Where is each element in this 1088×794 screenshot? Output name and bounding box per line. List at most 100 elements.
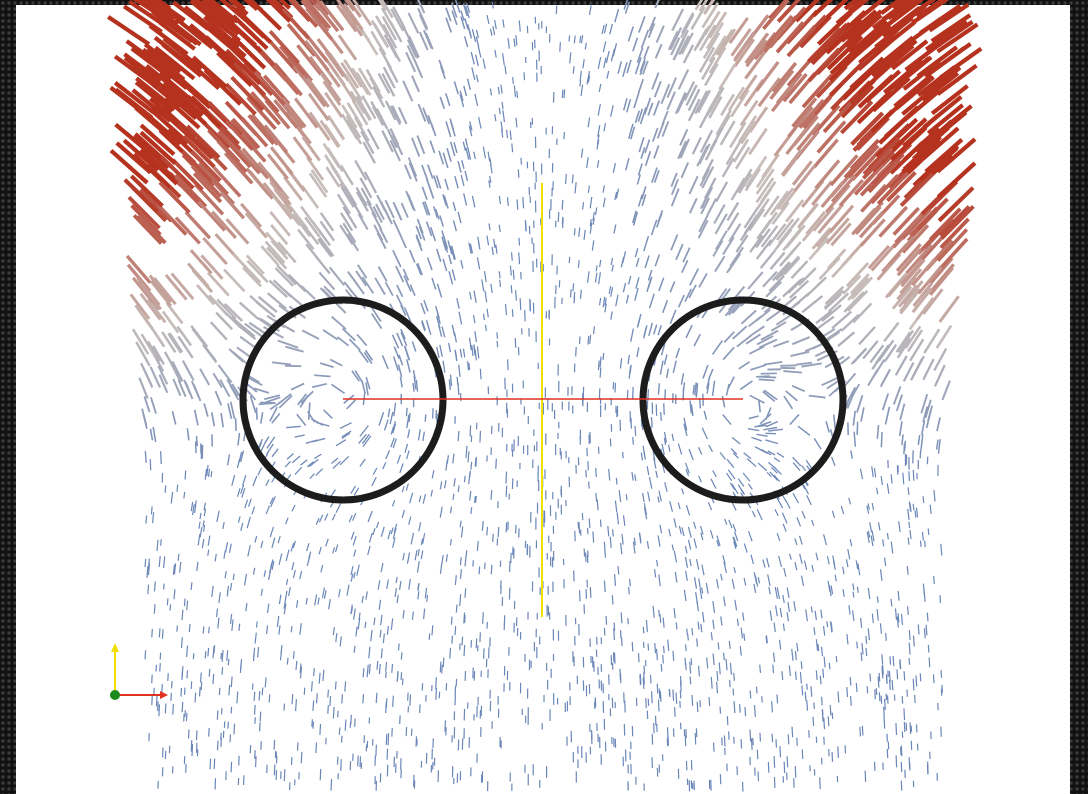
glyph: [506, 486, 507, 497]
glyph: [392, 664, 393, 673]
glyph: [312, 681, 313, 691]
glyph: [178, 554, 179, 561]
glyph: [164, 584, 165, 590]
glyph: [574, 292, 575, 299]
glyph: [440, 662, 441, 673]
glyph: [154, 581, 155, 591]
glyph: [203, 626, 204, 633]
glyph: [879, 692, 880, 701]
glyph: [750, 730, 751, 742]
glyph: [651, 417, 652, 427]
glyph: [829, 663, 830, 669]
glyph: [661, 664, 662, 672]
glyph: [564, 89, 565, 98]
glyph: [777, 694, 778, 703]
glyph: [926, 625, 927, 636]
glyph: [850, 677, 851, 685]
glyph: [756, 376, 770, 377]
glyph: [253, 654, 254, 662]
glyph: [452, 636, 453, 644]
glyph: [838, 746, 839, 758]
glyph: [788, 734, 789, 744]
glyph: [477, 541, 478, 551]
glyph: [184, 599, 185, 607]
glyph: [200, 687, 201, 696]
glyph: [300, 664, 301, 673]
glyph: [208, 648, 209, 656]
glyph: [483, 612, 484, 624]
body: (() => { const ns = 'http://www.w3.org/2…: [0, 0, 1088, 794]
glyph: [877, 596, 878, 602]
glyph: [605, 548, 606, 557]
glyph: [908, 487, 909, 494]
glyph: [734, 673, 735, 681]
glyph: [830, 705, 831, 715]
glyph: [491, 565, 492, 574]
glyph: [756, 687, 757, 694]
glyph: [471, 507, 472, 514]
glyph: [516, 118, 517, 128]
glyph: [918, 624, 919, 634]
glyph: [755, 705, 756, 717]
glyph: [730, 680, 731, 687]
glyph: [500, 280, 501, 287]
glyph: [573, 283, 574, 291]
glyph: [851, 696, 852, 706]
glyph: [908, 606, 909, 615]
glyph: [470, 471, 471, 478]
glyph: [177, 485, 178, 492]
glyph: [523, 197, 524, 208]
glyph: [573, 66, 574, 74]
glyph: [499, 271, 500, 278]
glyph: [363, 668, 364, 677]
glyph: [173, 704, 174, 715]
glyph: [916, 675, 917, 686]
glyph: [816, 670, 817, 679]
glyph: [260, 722, 261, 731]
glyph: [787, 756, 788, 767]
glyph: [574, 228, 575, 235]
glyph: [805, 692, 806, 701]
glyph: [464, 645, 465, 656]
glyph: [262, 688, 263, 696]
glyph: [471, 462, 472, 470]
glyph: [161, 451, 162, 464]
glyph: [885, 699, 886, 710]
glyph: [882, 654, 883, 664]
glyph: [913, 504, 914, 510]
glyph: [486, 325, 487, 331]
glyph: [857, 422, 858, 435]
glyph: [733, 688, 734, 695]
glyph: [464, 476, 465, 482]
page: {} html, body { margin: 0; padding: 0; w…: [0, 0, 1088, 794]
glyph: [626, 494, 627, 500]
glyph: [309, 403, 310, 420]
glyph: [476, 457, 477, 467]
glyph: [151, 506, 152, 514]
glyph: [896, 723, 897, 735]
glyph: [760, 665, 761, 673]
glyph: [603, 353, 604, 360]
glyph: [159, 704, 160, 716]
glyph: [320, 724, 321, 735]
glyph: [314, 668, 315, 676]
glyph: [882, 666, 883, 678]
glyph: [397, 672, 398, 682]
glyph: [189, 624, 190, 632]
glyph: [910, 722, 911, 734]
glyph: [256, 407, 257, 419]
glyph: [328, 690, 329, 698]
glyph: [661, 412, 662, 421]
glyph: [473, 560, 474, 566]
glyph: [940, 595, 941, 603]
glyph: [665, 390, 666, 400]
glyph: [517, 91, 518, 98]
glyph: [663, 655, 664, 664]
glyph: [717, 682, 718, 694]
glyph: [589, 518, 590, 527]
glyph: [635, 426, 636, 436]
glyph: [659, 610, 660, 616]
glyph: [498, 527, 499, 537]
glyph: [857, 642, 858, 649]
glyph: [590, 587, 591, 598]
